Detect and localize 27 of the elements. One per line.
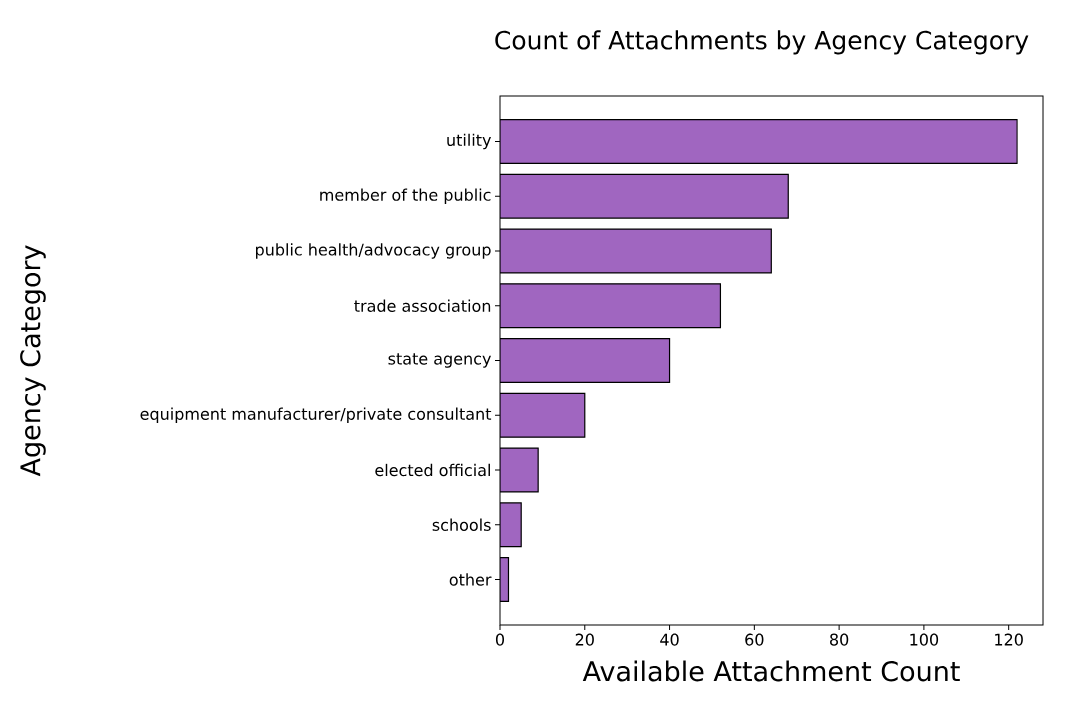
x-axis-title: Available Attachment Count — [582, 660, 960, 682]
bar — [500, 118, 1018, 164]
y-tick-label: public health/advocacy group — [256, 243, 491, 259]
y-tick-label: member of the public — [320, 188, 491, 204]
x-tick-label: 0 — [495, 633, 505, 646]
y-tick-label: other — [449, 573, 492, 586]
y-tick-label: state agency — [388, 353, 491, 368]
bar — [500, 502, 522, 548]
x-tick-label: 100 — [910, 633, 939, 646]
chart-title: Count of Attachments by Agency Category — [495, 30, 1029, 55]
y-axis-title: Agency Category — [20, 245, 46, 477]
y-tick-label: equipment manufacturer/private consultant — [140, 407, 492, 423]
bar — [500, 173, 789, 219]
y-tick-label: trade association — [354, 299, 491, 312]
x-tick-label: 120 — [995, 633, 1023, 646]
bar — [500, 392, 586, 438]
bar — [500, 447, 539, 493]
x-tick-label: 40 — [660, 633, 679, 646]
y-tick-label: schools — [432, 518, 491, 531]
y-tick-label: utility — [447, 133, 491, 150]
bar — [500, 338, 671, 384]
x-tick-label: 60 — [745, 633, 764, 646]
x-tick-label: 20 — [575, 633, 594, 646]
bar — [500, 228, 772, 274]
bar — [500, 283, 722, 329]
y-tick-label: elected official — [375, 463, 490, 477]
x-tick-label: 80 — [830, 633, 849, 646]
